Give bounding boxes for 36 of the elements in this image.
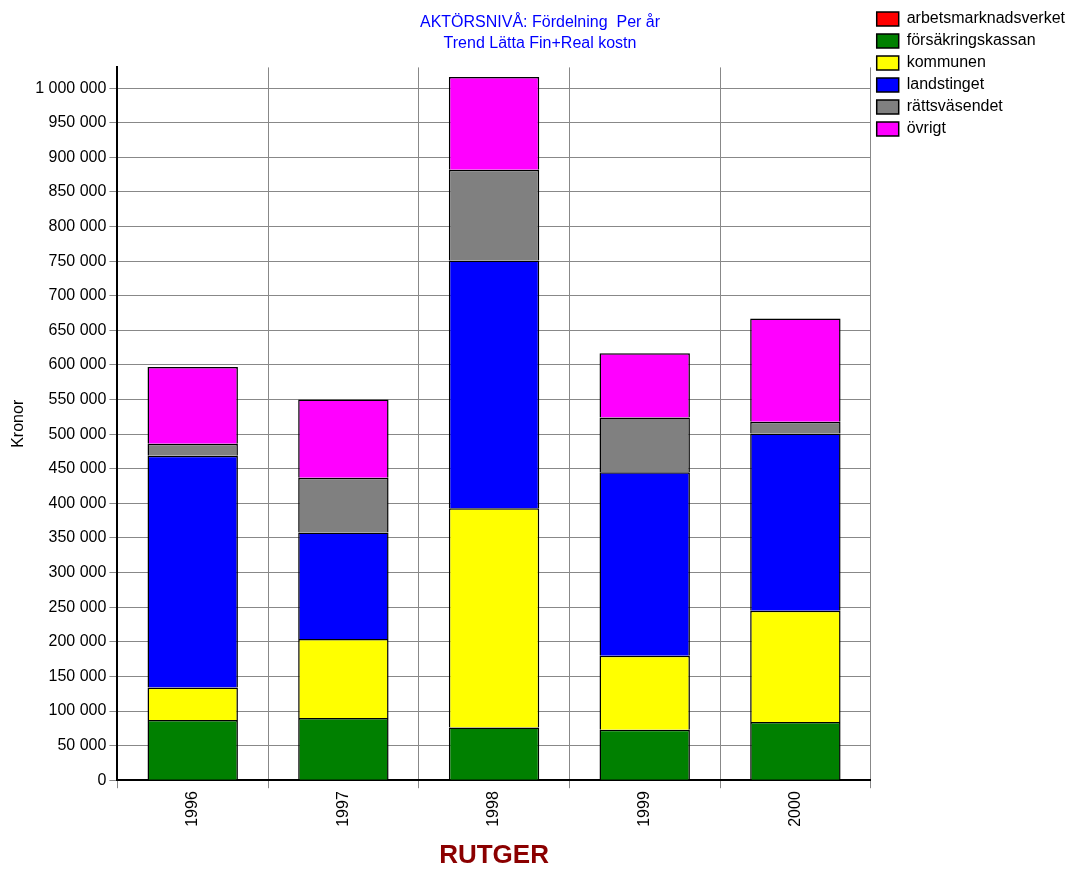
- y-tick-label: 350 000: [48, 528, 107, 546]
- chart-subtitle: Trend Lätta Fin+Real kostn: [443, 34, 637, 52]
- y-tick-label: 50 000: [57, 736, 107, 754]
- y-axis-title: Kronor: [9, 399, 27, 448]
- legend-label: kommunen: [906, 53, 986, 71]
- y-tick-label: 1 000 000: [35, 78, 107, 96]
- legend-label: rättsväsendet: [906, 97, 1004, 115]
- y-tick-label: 150 000: [48, 666, 107, 684]
- legend-label: försäkringskassan: [906, 31, 1036, 49]
- y-tick-label: 450 000: [48, 459, 107, 477]
- y-tick-label: 0: [97, 770, 107, 788]
- y-tick-label: 900 000: [48, 147, 107, 165]
- chart-title: AKTÖRSNIVÅ: Fördelning Per år: [419, 12, 661, 31]
- y-tick-label: 750 000: [48, 251, 107, 269]
- y-tick-label: 250 000: [48, 597, 107, 615]
- y-tick-label: 100 000: [48, 701, 107, 719]
- y-tick-label: 850 000: [48, 182, 107, 200]
- legend-label: landstinget: [906, 75, 985, 93]
- legend-label: arbetsmarknadsverket: [906, 9, 1066, 27]
- x-tick-label: 2000: [785, 791, 803, 827]
- y-tick-label: 600 000: [48, 355, 107, 373]
- y-tick-label: 400 000: [48, 493, 107, 511]
- x-tick-label: 1998: [484, 791, 502, 827]
- y-tick-label: 550 000: [48, 389, 107, 407]
- x-tick-label: 1997: [333, 791, 351, 827]
- x-tick-label: 1996: [183, 791, 201, 827]
- legend-label: övrigt: [906, 119, 947, 137]
- y-tick-label: 950 000: [48, 113, 107, 131]
- y-tick-label: 800 000: [48, 216, 107, 234]
- y-tick-label: 700 000: [48, 286, 107, 304]
- y-tick-label: 500 000: [48, 424, 107, 442]
- y-tick-label: 300 000: [48, 563, 107, 580]
- x-tick-label: 1999: [635, 791, 653, 827]
- y-tick-label: 650 000: [48, 320, 107, 338]
- x-axis-title: RUTGER: [439, 838, 550, 869]
- y-tick-label: 200 000: [48, 632, 107, 650]
